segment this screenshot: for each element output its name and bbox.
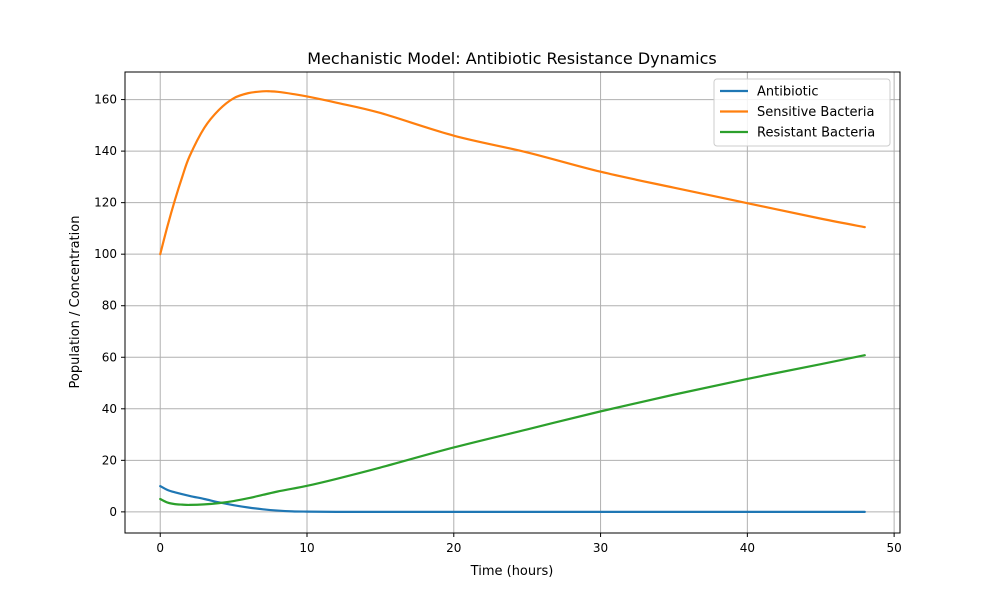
x-tick-label: 20 — [446, 541, 461, 555]
x-tick-label: 0 — [156, 541, 164, 555]
y-axis-label: Population / Concentration — [68, 216, 83, 389]
series-line-antibiotic — [159, 485, 866, 513]
y-tick-label: 160 — [94, 93, 117, 107]
legend-label: Resistant Bacteria — [757, 126, 875, 141]
chart-title: Mechanistic Model: Antibiotic Resistance… — [307, 49, 716, 68]
legend-box — [713, 78, 891, 147]
plot-frame — [124, 71, 901, 534]
y-tick-label: 100 — [94, 247, 117, 261]
y-tick-label: 40 — [102, 402, 117, 416]
legend-label: Antibiotic — [757, 85, 819, 100]
x-tick-label: 50 — [886, 541, 901, 555]
x-tick-label: 40 — [740, 541, 755, 555]
y-axis-ticks: 0 20 40 60 80 100 120 140 160 — [94, 93, 125, 519]
legend: Antibiotic Sensitive Bacteria Resistant Ba… — [713, 78, 891, 147]
y-tick-label: 0 — [109, 505, 117, 519]
x-tick-label: 10 — [299, 541, 314, 555]
y-tick-label: 20 — [102, 453, 117, 467]
series-line-sensitive-bacteria — [159, 90, 866, 256]
y-tick-label: 60 — [102, 350, 117, 364]
legend-label: Sensitive Bacteria — [757, 105, 874, 120]
x-tick-label: 30 — [593, 541, 608, 555]
x-axis-label: Time (hours) — [470, 564, 554, 579]
y-tick-label: 140 — [94, 144, 117, 158]
x-axis-ticks: 0 10 20 30 40 50 — [156, 533, 902, 555]
series-line-resistant-bacteria — [159, 354, 866, 507]
y-tick-label: 120 — [94, 196, 117, 210]
series-lines — [159, 90, 866, 513]
y-tick-label: 80 — [102, 299, 117, 313]
grid-lines — [125, 72, 900, 533]
